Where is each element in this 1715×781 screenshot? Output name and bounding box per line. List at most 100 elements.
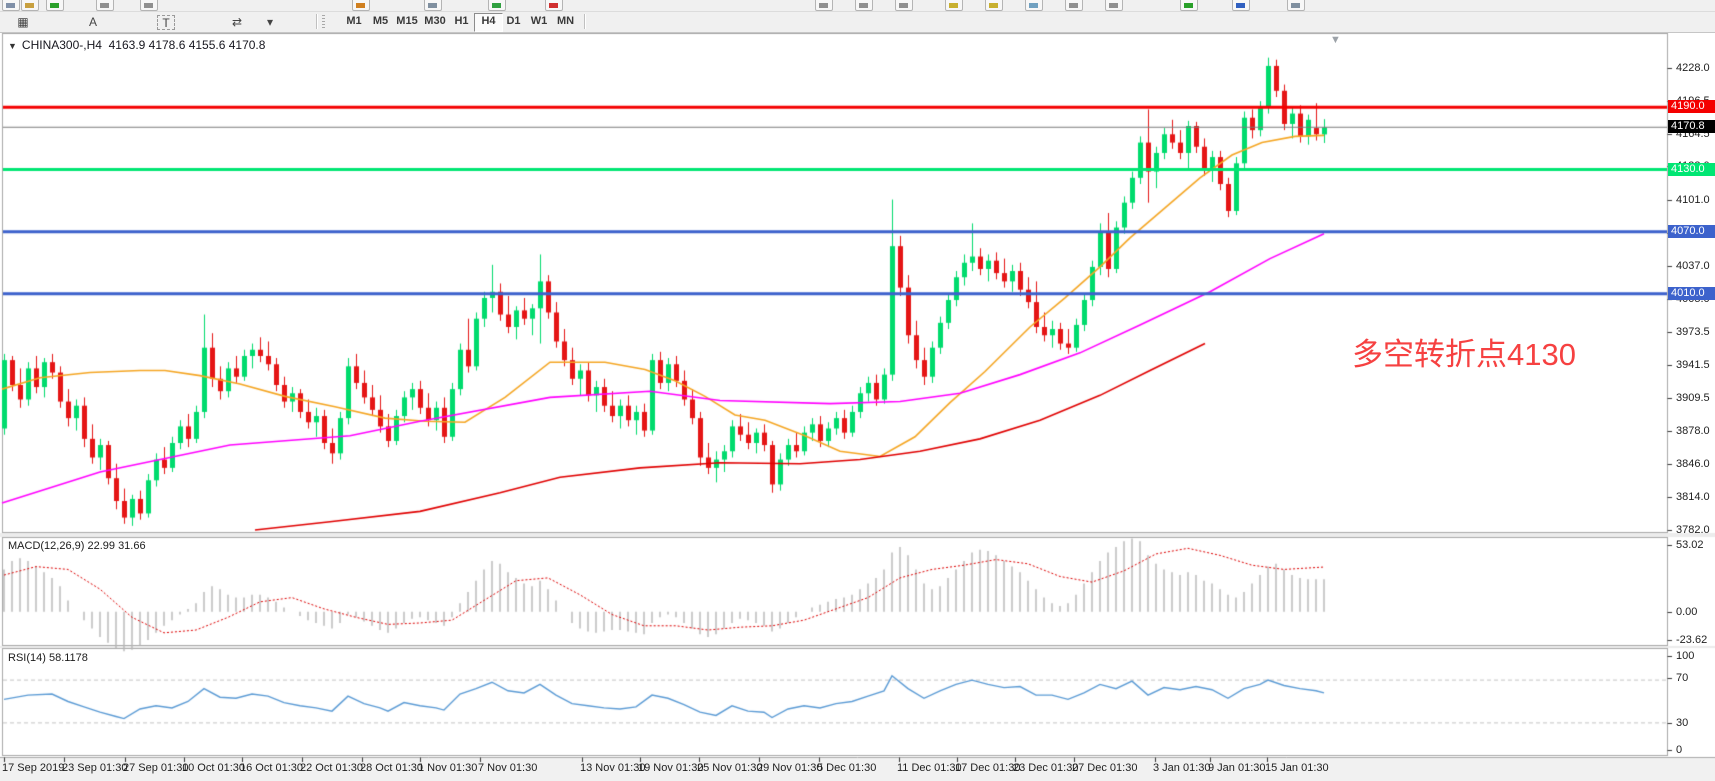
add-indicator-icon[interactable] — [1180, 0, 1198, 11]
template-icon[interactable] — [352, 0, 370, 11]
toolbar-secondary: ▦ A T ⇄ ▾ M1 M5 M15 M30 H1 H4 D1 W1 MN — [0, 12, 1715, 33]
stop-icon — [549, 3, 558, 8]
print-icon[interactable] — [424, 0, 442, 11]
price-axis-tick: 4101.0 — [1676, 194, 1710, 206]
calculator-icon[interactable] — [1287, 0, 1305, 11]
symbol-dropdown-icon[interactable]: ▼ — [8, 41, 17, 51]
macd-label: MACD(12,26,9) 22.99 31.66 — [8, 540, 146, 552]
macd-values: 22.99 31.66 — [87, 540, 146, 552]
time-axis-label: 17 Sep 2019 — [2, 762, 65, 774]
timeframe-d1[interactable]: D1 — [506, 15, 521, 27]
time-axis-label: 27 Dec 01:30 — [1072, 762, 1138, 774]
time-axis-label: 22 Oct 01:30 — [300, 762, 363, 774]
price-axis-tick: 4037.0 — [1676, 260, 1710, 272]
price-axis-tick: 3846.0 — [1676, 458, 1710, 470]
time-axis-label: 25 Nov 01:30 — [697, 762, 763, 774]
arrows-icon — [1109, 3, 1118, 8]
timeframe-m30[interactable]: M30 — [424, 15, 446, 27]
time-axis-label: 29 Nov 01:30 — [757, 762, 823, 774]
macd-axis-tick: 53.02 — [1676, 539, 1704, 551]
cursor-icon — [100, 3, 109, 8]
play-icon — [492, 3, 501, 8]
rsi-axis-tick: 100 — [1676, 650, 1695, 662]
pencil-icon[interactable] — [945, 0, 963, 11]
time-axis-label: 10 Oct 01:30 — [182, 762, 245, 774]
time-axis-label: 11 Dec 01:30 — [897, 762, 962, 774]
new-chart-icon[interactable] — [2, 0, 20, 11]
shapes-icon — [1069, 3, 1078, 8]
arrow-styles-tool[interactable]: ⇄ — [231, 14, 243, 29]
macd-axis-tick: 0.00 — [1676, 606, 1698, 618]
time-axis-label: 3 Jan 01:30 — [1153, 762, 1211, 774]
print-icon — [428, 3, 437, 8]
timeframe-m15[interactable]: M15 — [396, 15, 418, 27]
price-axis-tick: 3878.0 — [1676, 425, 1710, 437]
globe-icon[interactable] — [1232, 0, 1250, 11]
text-label-tool[interactable]: A — [88, 14, 97, 29]
crosshair-icon — [819, 3, 828, 8]
grid-tool[interactable]: ▦ — [17, 14, 29, 29]
timeframe-m5[interactable]: M5 — [372, 15, 389, 27]
time-axis-label: 5 Dec 01:30 — [817, 762, 877, 774]
time-axis-label: 23 Dec 01:30 — [1013, 762, 1079, 774]
fibo-icon[interactable] — [1025, 0, 1043, 11]
chart-shift-marker-icon: ▼ — [1330, 34, 1341, 46]
add-chart-icon[interactable] — [46, 0, 64, 11]
chart-annotation-text: 多空转折点4130 — [1352, 337, 1576, 372]
channel-icon — [989, 3, 998, 8]
chart-title-ohlc: 4163.9 4178.6 4155.6 4170.8 — [108, 38, 266, 52]
text-box-tool[interactable]: T — [157, 15, 175, 30]
crosshair-icon[interactable] — [815, 0, 833, 11]
time-axis-label: 13 Nov 01:30 — [580, 762, 646, 774]
vline-tool-icon[interactable] — [895, 0, 913, 11]
channel-icon[interactable] — [985, 0, 1003, 11]
time-axis-label: 16 Oct 01:30 — [240, 762, 303, 774]
macd-name: MACD(12,26,9) — [8, 540, 85, 552]
macd-axis-tick: -23.62 — [1676, 634, 1708, 646]
add-chart-icon — [50, 3, 59, 8]
cursor-icon[interactable] — [96, 0, 114, 11]
zoom-icon[interactable] — [21, 0, 39, 11]
timeframe-h1[interactable]: H1 — [454, 15, 469, 27]
toolbar-main — [0, 0, 1715, 12]
rsi-axis-tick: 0 — [1676, 744, 1683, 756]
rsi-axis-tick: 30 — [1676, 717, 1689, 729]
globe-icon — [1236, 3, 1245, 8]
hline-tool-icon — [859, 3, 868, 8]
timeframe-w1[interactable]: W1 — [530, 15, 548, 27]
pencil-icon — [949, 3, 958, 8]
timeframe-m1[interactable]: M1 — [346, 15, 362, 27]
timeframe-mn[interactable]: MN — [556, 15, 575, 27]
chart-title: ▼ CHINA300-,H4 4163.9 4178.6 4155.6 4170.… — [8, 38, 265, 52]
price-badge-4170.8: 4170.8 — [1668, 120, 1715, 133]
play-icon[interactable] — [488, 0, 506, 11]
shapes-icon[interactable] — [1065, 0, 1083, 11]
price-badge-4130.0: 4130.0 — [1668, 163, 1715, 176]
time-axis-label: 9 Jan 01:30 — [1208, 762, 1266, 774]
time-axis-label: 28 Oct 01:30 — [360, 762, 423, 774]
arrows-icon[interactable] — [1105, 0, 1123, 11]
stop-icon[interactable] — [545, 0, 563, 11]
price-axis-tick: 3909.5 — [1676, 392, 1710, 404]
toolbar-grip[interactable] — [322, 15, 325, 28]
price-axis-tick: 3782.0 — [1676, 524, 1710, 536]
arrow-styles-caret[interactable]: ▾ — [266, 14, 274, 29]
chart-title-symbol: CHINA300-,H4 — [21, 38, 102, 52]
time-axis-label: 27 Sep 01:30 — [123, 762, 189, 774]
timeframe-h4[interactable]: H4 — [474, 13, 503, 32]
layout-icon[interactable] — [140, 0, 158, 11]
rsi-name: RSI(14) — [8, 652, 46, 664]
hline-tool-icon[interactable] — [855, 0, 873, 11]
template-icon — [356, 3, 365, 8]
vline-tool-icon — [899, 3, 908, 8]
toolbar-separator — [316, 14, 317, 29]
price-badge-4190.0: 4190.0 — [1668, 100, 1715, 113]
time-axis-label: 23 Sep 01:30 — [62, 762, 128, 774]
price-axis-tick: 3814.0 — [1676, 491, 1710, 503]
price-badge-4010.0: 4010.0 — [1668, 287, 1715, 300]
rsi-label: RSI(14) 58.1178 — [8, 652, 88, 664]
time-axis-label: 17 Dec 01:30 — [955, 762, 1021, 774]
rsi-axis-tick: 70 — [1676, 672, 1689, 684]
